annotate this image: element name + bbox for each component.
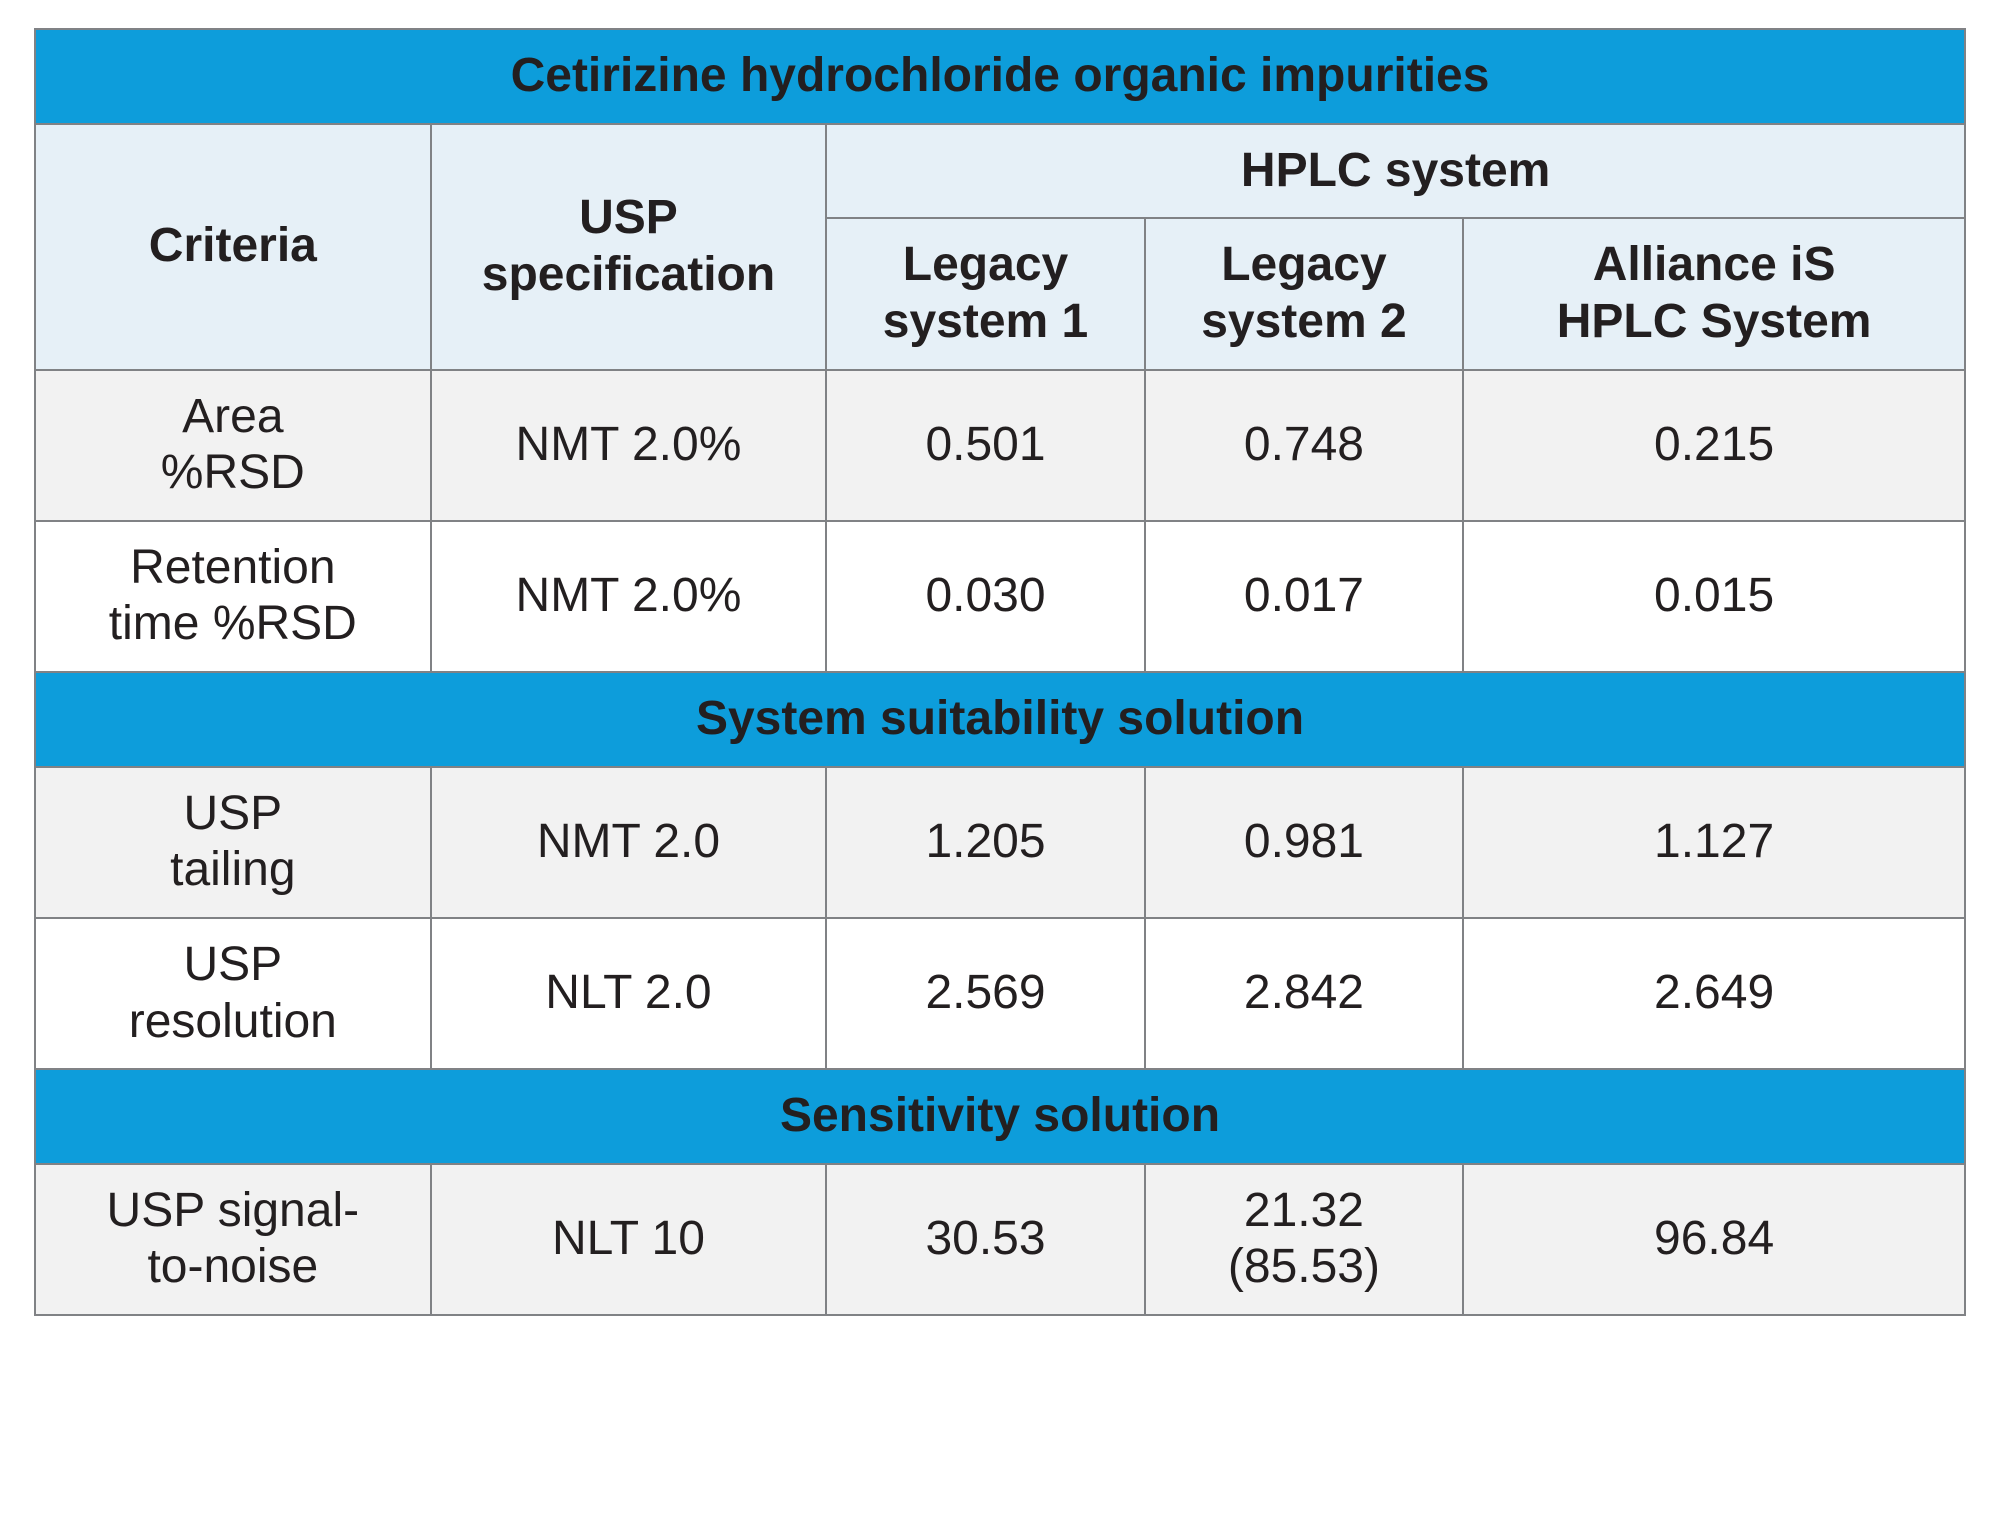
section-title: System suitability solution: [35, 672, 1965, 767]
value-cell: 96.84: [1463, 1164, 1965, 1315]
criteria-line: tailing: [46, 842, 420, 899]
table-row: Retention time %RSD NMT 2.0% 0.030 0.017…: [35, 521, 1965, 672]
table-row: Sensitivity solution: [35, 1069, 1965, 1164]
criteria-line: resolution: [46, 994, 420, 1051]
value-cell: 1.205: [826, 767, 1144, 918]
table-row: USP resolution NLT 2.0 2.569 2.842 2.649: [35, 918, 1965, 1069]
criteria-line: Area: [46, 389, 420, 446]
criteria-line: %RSD: [46, 445, 420, 502]
criteria-cell: USP resolution: [35, 918, 431, 1069]
spec-cell: NMT 2.0: [431, 767, 827, 918]
value-cell: 30.53: [826, 1164, 1144, 1315]
table-row: System suitability solution: [35, 672, 1965, 767]
value-cell: 0.981: [1145, 767, 1463, 918]
criteria-line: USP: [46, 786, 420, 843]
value-cell: 2.842: [1145, 918, 1463, 1069]
criteria-line: Retention: [46, 540, 420, 597]
criteria-line: to-noise: [46, 1239, 420, 1296]
spec-cell: NMT 2.0%: [431, 370, 827, 521]
value-cell: 0.030: [826, 521, 1144, 672]
value-cell: 0.017: [1145, 521, 1463, 672]
value-cell: 21.32 (85.53): [1145, 1164, 1463, 1315]
value-cell: 2.569: [826, 918, 1144, 1069]
criteria-cell: Retention time %RSD: [35, 521, 431, 672]
value-cell: 2.649: [1463, 918, 1965, 1069]
criteria-line: USP signal-: [46, 1183, 420, 1240]
col-header-legacy-1: Legacysystem 1: [826, 218, 1144, 369]
col-header-criteria: Criteria: [35, 124, 431, 370]
value-line: 21.32: [1156, 1183, 1452, 1240]
table-row: USP tailing NMT 2.0 1.205 0.981 1.127: [35, 767, 1965, 918]
table-row: Cetirizine hydrochloride organic impurit…: [35, 29, 1965, 124]
criteria-cell: Area %RSD: [35, 370, 431, 521]
criteria-line: USP: [46, 937, 420, 994]
section-title: Sensitivity solution: [35, 1069, 1965, 1164]
section-title: Cetirizine hydrochloride organic impurit…: [35, 29, 1965, 124]
spec-cell: NLT 2.0: [431, 918, 827, 1069]
value-cell: 0.501: [826, 370, 1144, 521]
impurities-table: Cetirizine hydrochloride organic impurit…: [34, 28, 1966, 1316]
table-row: Area %RSD NMT 2.0% 0.501 0.748 0.215: [35, 370, 1965, 521]
value-cell: 0.215: [1463, 370, 1965, 521]
criteria-cell: USP signal- to-noise: [35, 1164, 431, 1315]
table-row: Criteria USP specification HPLC system: [35, 124, 1965, 219]
value-line: (85.53): [1156, 1239, 1452, 1296]
spec-cell: NLT 10: [431, 1164, 827, 1315]
value-cell: 0.015: [1463, 521, 1965, 672]
value-cell: 0.748: [1145, 370, 1463, 521]
col-header-legacy-2: Legacysystem 2: [1145, 218, 1463, 369]
col-header-usp-spec: USP specification: [431, 124, 827, 370]
col-header-alliance: Alliance iSHPLC System: [1463, 218, 1965, 369]
value-cell: 1.127: [1463, 767, 1965, 918]
spec-cell: NMT 2.0%: [431, 521, 827, 672]
table-row: USP signal- to-noise NLT 10 30.53 21.32 …: [35, 1164, 1965, 1315]
criteria-cell: USP tailing: [35, 767, 431, 918]
col-header-system-group: HPLC system: [826, 124, 1965, 219]
criteria-line: time %RSD: [46, 596, 420, 653]
